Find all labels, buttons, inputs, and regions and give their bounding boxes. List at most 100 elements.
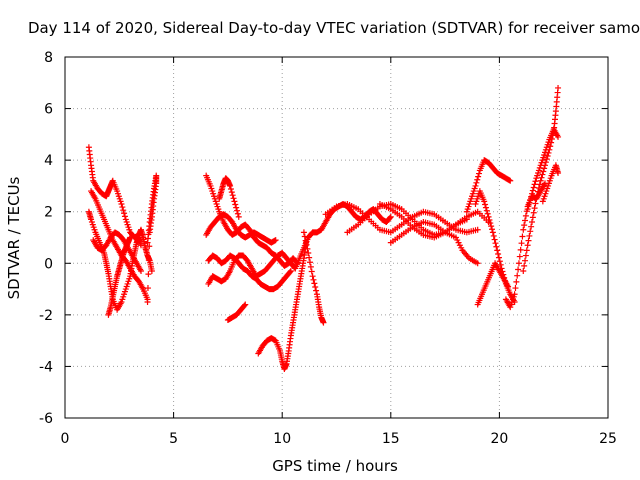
data-point [532, 178, 539, 185]
x-tick-label: 10 [273, 431, 291, 447]
data-point [474, 176, 481, 183]
chart-title: Day 114 of 2020, Sidereal Day-to-day VTE… [28, 19, 640, 37]
data-point [486, 216, 493, 223]
series-y [524, 126, 562, 213]
data-point [493, 243, 500, 250]
data-point [138, 268, 145, 275]
data-point [528, 190, 535, 197]
series-b [85, 208, 145, 313]
data-point [230, 195, 237, 202]
series-r [376, 200, 492, 241]
data-point [501, 274, 508, 281]
data-point [527, 228, 534, 235]
data-point [302, 237, 309, 244]
data-point [227, 186, 234, 193]
series-d [90, 229, 145, 275]
data-point [310, 276, 317, 283]
series-z [539, 162, 562, 205]
data-point [145, 257, 152, 264]
data-point [520, 268, 527, 275]
data-point [474, 226, 481, 233]
series-a [85, 144, 155, 275]
data-point [387, 213, 394, 220]
data-point [494, 247, 501, 254]
data-point [495, 254, 502, 261]
series-m [255, 239, 310, 373]
data-point [507, 177, 514, 184]
data-point [515, 266, 522, 273]
grid [65, 57, 608, 418]
data-point [473, 179, 480, 186]
y-tick-label: 6 [44, 102, 53, 118]
data-point [516, 253, 523, 260]
data-point [475, 173, 482, 180]
data-point [532, 200, 539, 207]
data-point [231, 198, 238, 205]
data-point [146, 229, 153, 236]
data-point [484, 210, 491, 217]
data-point [490, 232, 497, 239]
series-l [224, 301, 249, 324]
data-point [518, 240, 525, 247]
data-point [536, 181, 543, 188]
data-point [498, 265, 505, 272]
data-point [489, 229, 496, 236]
data-point [482, 204, 489, 211]
data-point [519, 233, 526, 240]
data-point [320, 319, 327, 326]
data-point [487, 220, 494, 227]
data-point [303, 241, 310, 248]
series-f [144, 172, 160, 305]
data-point [272, 237, 279, 244]
data-point [511, 291, 518, 298]
series-o [300, 229, 327, 326]
data-point [312, 284, 319, 291]
data-point [127, 234, 134, 241]
data-point [474, 260, 481, 267]
data-point [555, 133, 562, 140]
data-point [539, 171, 546, 178]
y-tick-label: -6 [39, 411, 53, 427]
data-point [311, 280, 318, 287]
data-point [528, 223, 535, 230]
data-point [512, 285, 519, 292]
y-tick-label: 0 [44, 256, 53, 272]
data-point [229, 192, 236, 199]
x-tick-label: 5 [169, 431, 178, 447]
data-point [496, 258, 503, 265]
x-axis-title: GPS time / hours [272, 457, 398, 475]
data-point [517, 246, 524, 253]
data-point [555, 84, 562, 91]
data-point [386, 214, 393, 221]
plot-frame [64, 56, 609, 419]
data-point [234, 210, 241, 217]
data-point [515, 260, 522, 267]
data-point [522, 217, 529, 224]
data-point [485, 213, 492, 220]
data-point [482, 201, 489, 208]
x-tick-label: 15 [382, 431, 400, 447]
data-point [144, 298, 151, 305]
y-tick-label: 8 [44, 50, 53, 66]
data-point [233, 204, 240, 211]
data-point [307, 259, 314, 266]
data-point [307, 263, 314, 270]
data-point [530, 184, 537, 191]
data-point [543, 156, 550, 163]
data-point [500, 271, 507, 278]
data-point [531, 205, 538, 212]
data-point [544, 153, 551, 160]
data-point [526, 199, 533, 206]
data-point [119, 204, 126, 211]
data-point [138, 242, 145, 249]
data-point [300, 229, 307, 236]
data-point [524, 206, 531, 213]
data-point [146, 243, 153, 250]
data-point [537, 177, 544, 184]
data-point [499, 268, 506, 275]
data-point [242, 301, 249, 308]
data-point [534, 192, 541, 199]
data-point [118, 200, 125, 207]
data-point [528, 219, 535, 226]
data-point [489, 226, 496, 233]
